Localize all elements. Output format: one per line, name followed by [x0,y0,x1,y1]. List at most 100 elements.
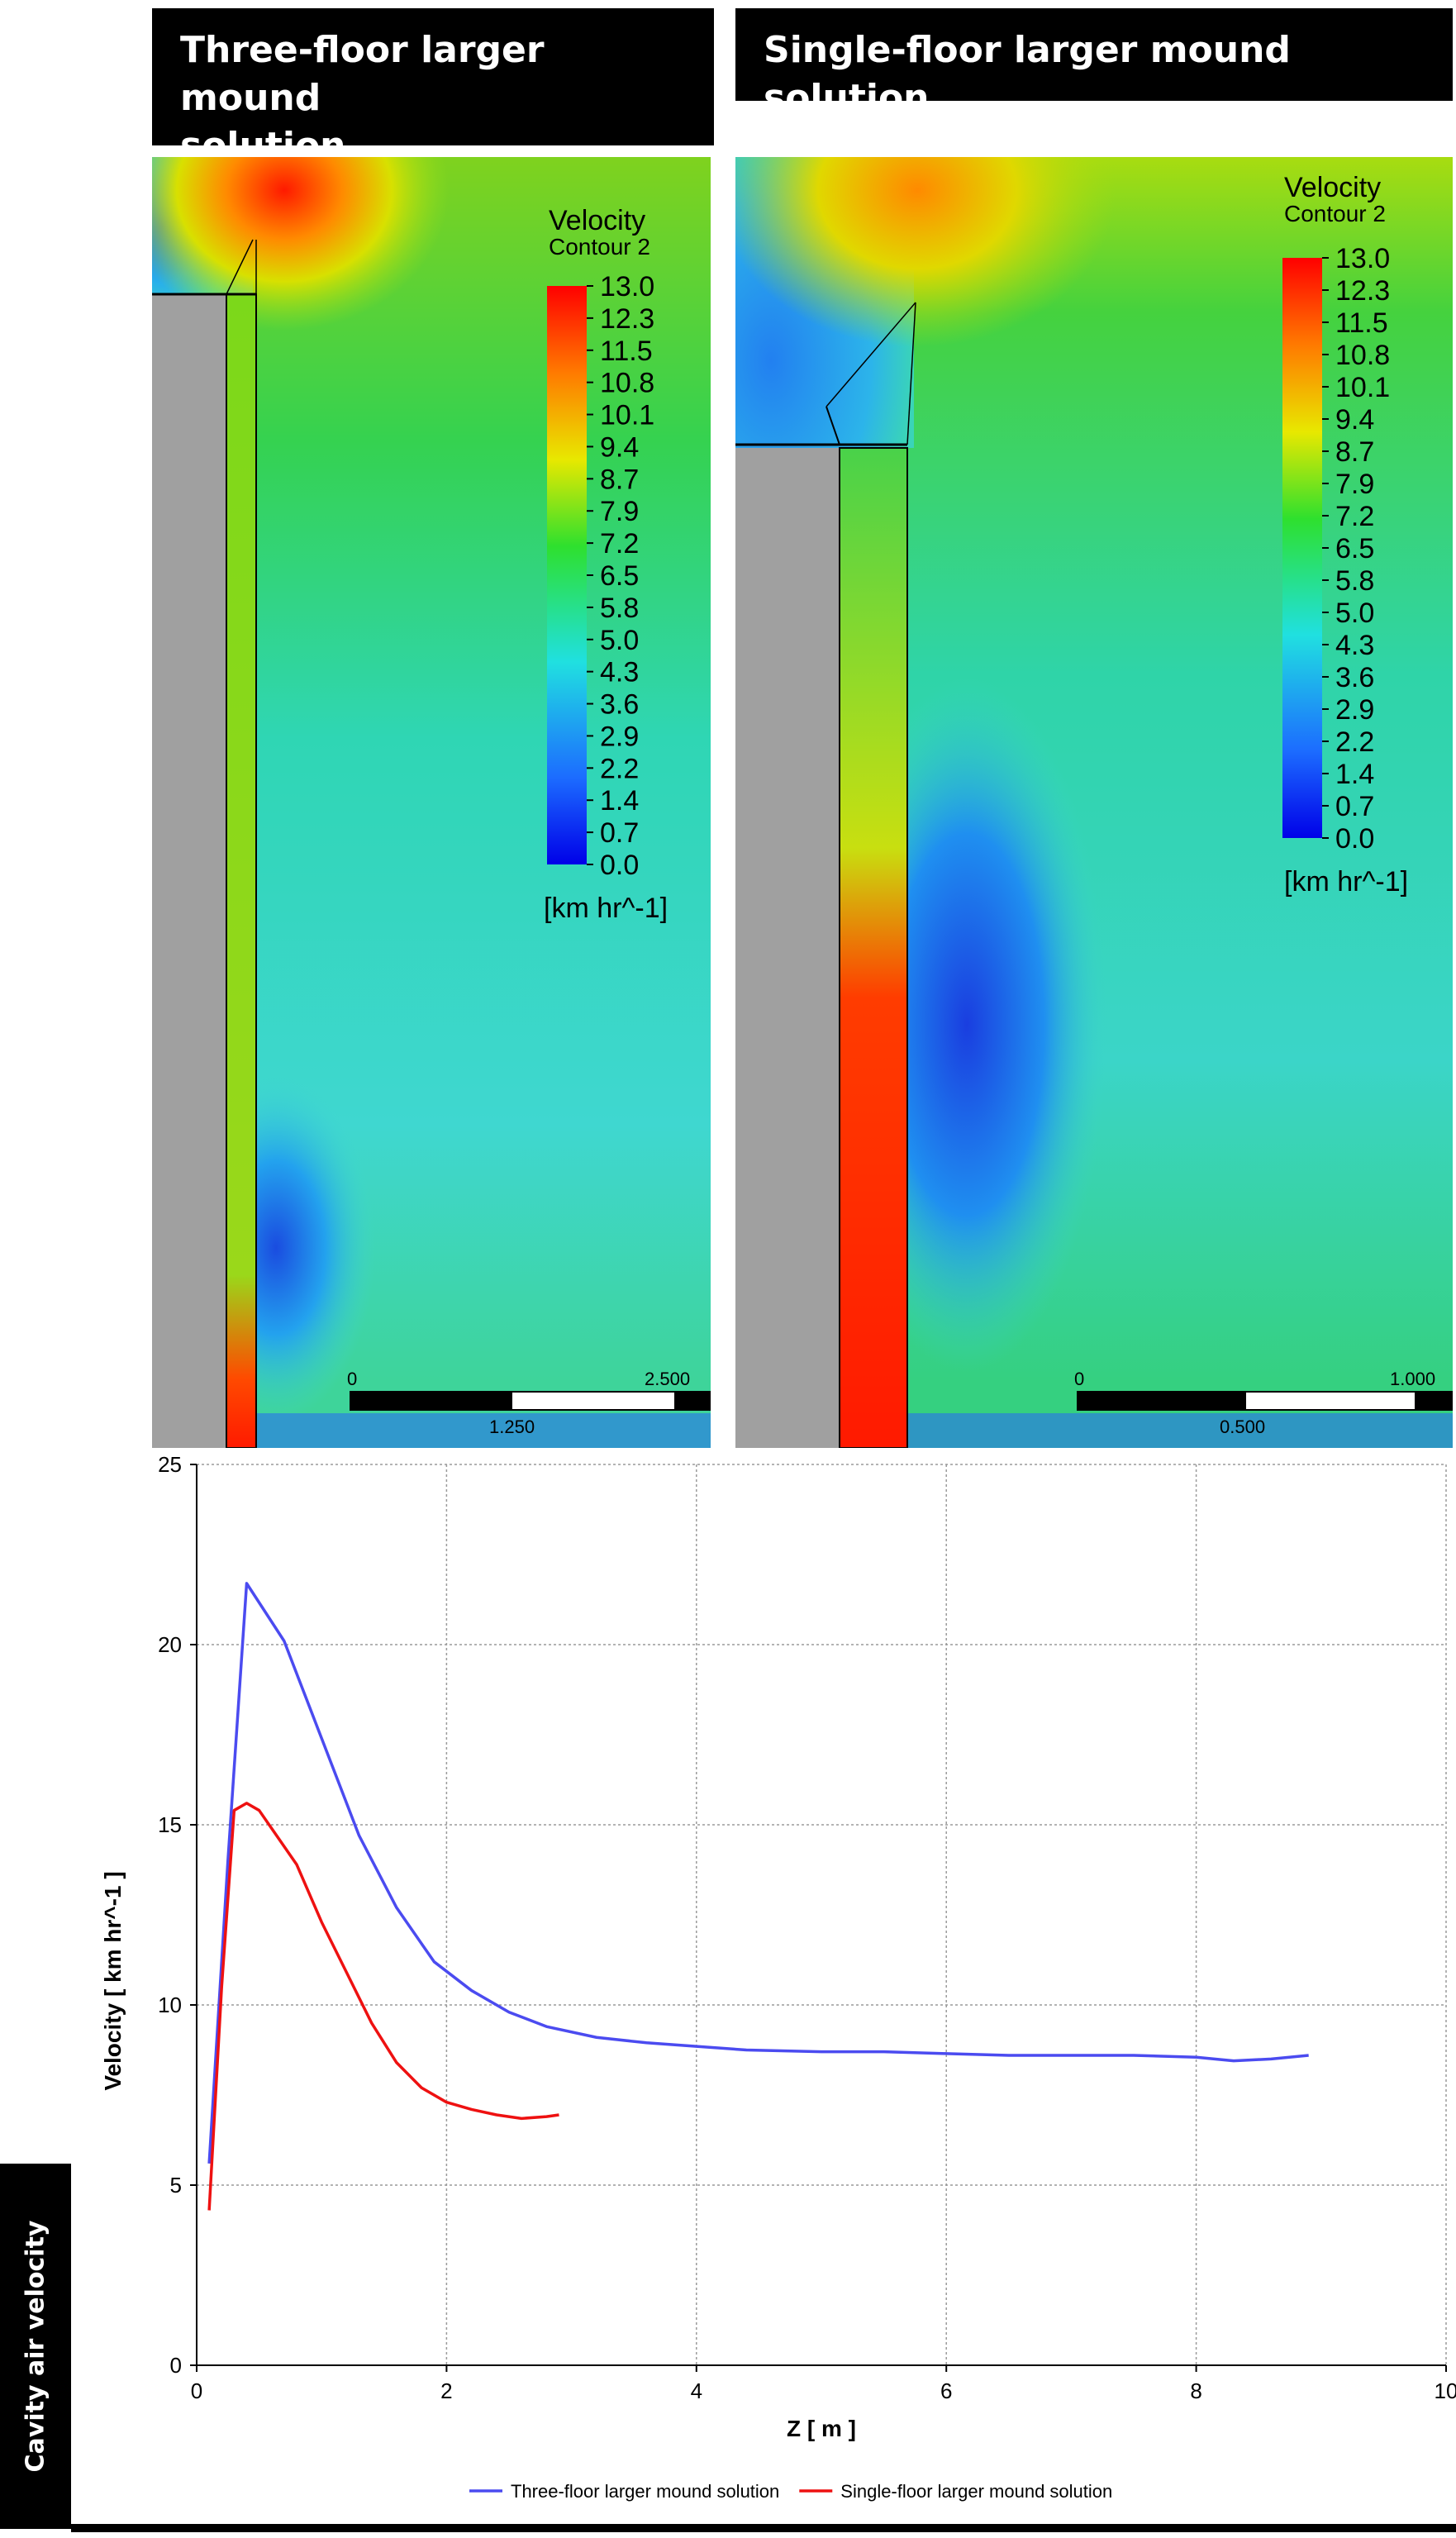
x-tick-label: 6 [940,2378,952,2403]
legend-ticks: 13.012.311.510.810.19.48.77.97.26.55.85.… [587,271,654,881]
legend-subtitle: Contour 2 [549,234,650,260]
y-tick-label: 5 [170,2173,182,2198]
legend-tick-label: 10.8 [1335,340,1390,371]
scale-label-mid: 1.250 [489,1417,535,1437]
y-tick-label: 10 [158,1993,182,2017]
series-line-2 [207,1802,559,2211]
legend-title: Velocity [549,205,645,236]
legend-tick-label: 10.1 [1335,372,1390,403]
scale-bar-segment [1078,1392,1246,1410]
legend-tick-label: 7.9 [1335,469,1374,500]
legend-tick-label: 13.0 [600,271,654,302]
chart-series [207,1582,1309,2211]
legend-tick-label: 3.6 [600,689,639,721]
chart-tick-labels: 0 2 4 6 8 10 0 5 10 15 20 25 [158,1452,1456,2403]
legend-title: Velocity [1284,172,1381,203]
legend-subtitle: Contour 2 [1284,201,1386,226]
series-line-1 [207,1582,1309,2164]
mound-edge [826,406,840,445]
scale-label-end: 1.000 [1390,1369,1435,1389]
legend-tick-label: 5.8 [1335,565,1374,597]
legend-tick-label: 10.8 [600,368,654,399]
y-tick-label: 20 [158,1632,182,1657]
side-label-box: Cavity air velocity [0,2164,71,2529]
legend-tick-label: 0.0 [600,850,639,881]
cavity-channel [839,447,908,1448]
legend-colorbar [1282,258,1322,838]
contour-plot-single-floor: Velocity Contour 2 13.012.311.510.810.19… [735,157,1453,1448]
legend-unit: [km hr^-1] [1284,866,1408,898]
velocity-line-chart: 0 2 4 6 8 10 0 5 10 15 20 25 Z [ m ] Velocity [ km … [100,1452,1456,2502]
panel-title-three-floor: Three-floor larger mound solution [152,8,714,167]
y-tick-label: 0 [170,2353,182,2378]
legend-tick-label: 10.1 [600,400,654,431]
scale-bar-segment [350,1392,512,1410]
legend-unit: [km hr^-1] [544,893,668,924]
contour-hot-zone [152,157,450,331]
legend-tick-label: 6.5 [600,560,639,592]
legend-tick-label: 6.5 [1335,533,1374,564]
panel-title-line1: Three-floor larger mound [180,29,545,119]
building-wall [735,448,840,1448]
building-wall [152,294,226,1448]
legend-tick-label: 7.2 [1335,501,1374,532]
legend-tick-label: 7.9 [600,496,639,527]
legend-tick-label: 2.2 [600,753,639,784]
x-tick-label: 10 [1435,2378,1456,2403]
y-axis-label: Velocity [ km hr^-1 ] [100,1871,126,2090]
legend-tick-label: 2.2 [1335,726,1374,758]
legend-tick-label: 8.7 [600,464,639,495]
scale-label-start: 0 [347,1369,357,1389]
chart-legend: Three-floor larger mound solution Single-… [469,2481,1112,2502]
legend-tick-label: 11.5 [600,336,653,367]
y-tick-label: 15 [158,1812,182,1837]
legend-tick-label: 0.0 [1335,823,1374,855]
contour-plot-three-floor: Velocity Contour 2 13.012.311.510.810.19… [152,157,711,1448]
panel-title-line1: Single-floor larger mound solution [764,29,1291,119]
chart-grid [196,1464,1447,2366]
legend-entry-1: Three-floor larger mound solution [511,2481,779,2502]
mound-edge [826,302,916,407]
legend-tick-label: 9.4 [600,431,639,463]
x-tick-label: 2 [440,2378,452,2403]
legend-ticks: 13.012.311.510.810.19.48.77.97.26.55.85.… [1322,243,1390,855]
bottom-rule [71,2524,1456,2532]
side-label-text: Cavity air velocity [21,2220,50,2473]
legend-tick-label: 8.7 [1335,436,1374,468]
x-axis-label: Z [ m ] [787,2416,856,2441]
scale-label-end: 2.500 [645,1369,690,1389]
legend-tick-label: 1.4 [600,785,639,817]
contour-panel-three-floor: Velocity Contour 2 13.0 12.3 11.5 10.8 10.1 9… [152,157,711,1448]
legend-tick-label: 5.8 [600,593,639,624]
legend-tick-label: 2.9 [600,721,639,752]
legend-tick-label: 2.9 [1335,694,1374,726]
mound-edge [226,239,254,295]
legend-tick-label: 12.3 [600,303,654,335]
legend-tick-label: 4.3 [600,657,639,688]
scale-bar-segment [674,1392,711,1410]
legend-tick-label: 0.7 [1335,791,1374,822]
legend-tick-label: 0.7 [600,817,639,849]
contour-hot-zone [735,157,1116,347]
legend-tick-label: 9.4 [1335,404,1374,436]
legend-tick-label: 12.3 [1335,275,1390,307]
y-tick-label: 25 [158,1452,182,1477]
cavity-channel [226,293,257,1448]
x-tick-label: 4 [691,2378,702,2403]
legend-tick-label: 13.0 [1335,243,1390,274]
scale-bar-segment [1415,1392,1453,1410]
legend-tick-label: 5.0 [600,625,639,656]
chart-axes [196,1464,1446,2366]
legend-tick-label: 3.6 [1335,662,1374,693]
legend-tick-label: 5.0 [1335,598,1374,629]
contour-panel-single-floor: Velocity Contour 2 13.0 12.3 11.5 10.8 10.1 9… [735,157,1453,1448]
panel-title-single-floor: Single-floor larger mound solution [735,8,1453,119]
legend-colorbar [547,286,587,864]
scale-label-mid: 0.500 [1220,1417,1265,1437]
scale-label-start: 0 [1074,1369,1084,1389]
mound-edge [906,302,916,445]
x-tick-label: 8 [1190,2378,1201,2403]
legend-tick-label: 7.2 [600,528,639,560]
legend-tick-label: 4.3 [1335,630,1374,661]
x-tick-label: 0 [191,2378,202,2403]
